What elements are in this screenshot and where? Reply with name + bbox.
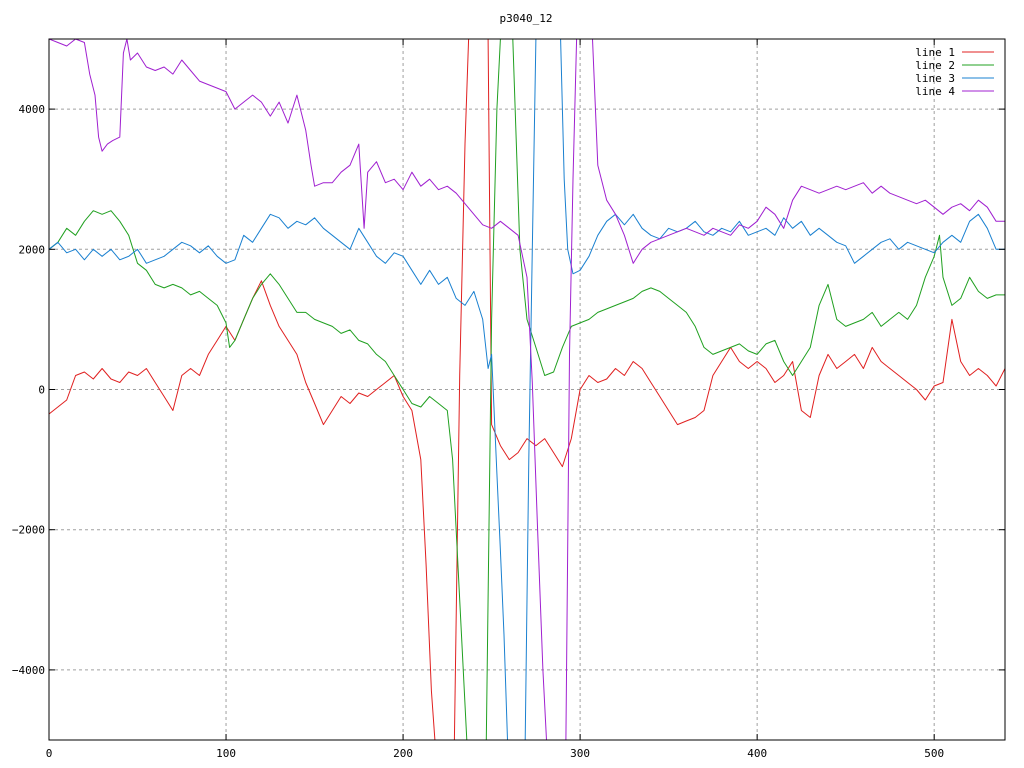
x-tick-label: 400	[747, 747, 767, 760]
y-tick-label: 2000	[19, 243, 46, 256]
x-tick-label: 100	[216, 747, 236, 760]
data-series	[49, 39, 1005, 740]
legend-label-4: line 4	[915, 85, 955, 98]
x-tick-label: 200	[393, 747, 413, 760]
x-tick-label: 500	[924, 747, 944, 760]
y-tick-label: 0	[38, 384, 45, 397]
series-line-2	[49, 39, 1005, 740]
series-line-4	[49, 39, 1005, 740]
series-line-1	[49, 39, 1005, 740]
legend-label-3: line 3	[915, 72, 955, 85]
y-tick-label: 4000	[19, 103, 46, 116]
x-tick-label: 300	[570, 747, 590, 760]
y-tick-label: −4000	[12, 664, 45, 677]
legend-label-1: line 1	[915, 46, 955, 59]
legend-label-2: line 2	[915, 59, 955, 72]
y-tick-label: −2000	[12, 524, 45, 537]
chart-title: p3040_12	[500, 12, 553, 25]
axis-ticks: 0 100 200 300 400 500 −4000 −2000 0 2000 4000	[12, 39, 1005, 760]
series-line-3	[49, 39, 1005, 740]
x-tick-label: 0	[46, 747, 53, 760]
